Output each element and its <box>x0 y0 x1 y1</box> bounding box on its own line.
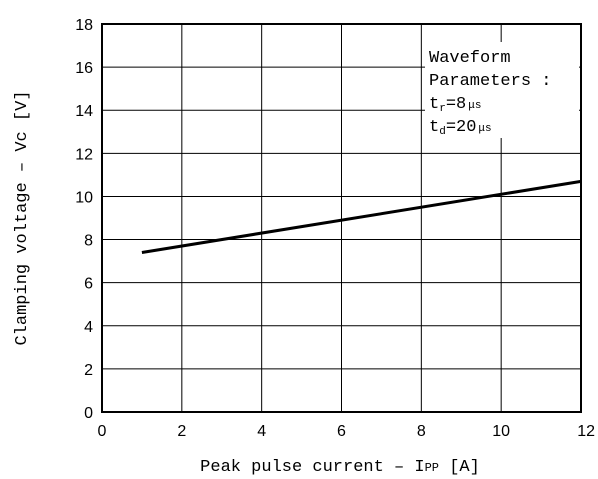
x-tick-label: 10 <box>492 423 510 440</box>
x-tick-label: 4 <box>257 423 266 440</box>
x-axis-label-unit: [A] <box>439 458 480 477</box>
td-prefix: t <box>429 118 439 137</box>
annotation: Waveform Parameters : tr=8 μs td=20 μs <box>425 42 579 138</box>
annotation-line2: Parameters : <box>429 72 551 91</box>
td-value: =20 <box>446 118 477 137</box>
y-tick-label: 14 <box>75 103 93 120</box>
annotation-line1: Waveform <box>429 49 511 68</box>
annotation-tr: tr=8 μs <box>429 95 481 115</box>
series-group <box>141 179 582 254</box>
y-tick-label: 10 <box>75 189 93 206</box>
annotation-td: td=20 μs <box>429 118 492 138</box>
y-tick-label: 8 <box>84 233 93 250</box>
x-axis-label: Peak pulse current – IPP [A] <box>200 458 480 477</box>
y-tick-label: 18 <box>75 17 93 34</box>
y-tick-label: 12 <box>75 146 93 163</box>
y-tick-label: 6 <box>84 276 93 293</box>
y-tick-label: 4 <box>84 319 93 336</box>
plot-frame <box>101 23 582 413</box>
tr-value: =8 <box>446 95 466 114</box>
x-tick-label: 2 <box>177 423 186 440</box>
y-tick-label: 16 <box>75 60 93 77</box>
x-tick-label: 12 <box>577 423 595 440</box>
y-tick-label: 0 <box>84 405 93 422</box>
td-sub: d <box>439 126 446 138</box>
x-tick-label: 6 <box>337 423 346 440</box>
annotation-background <box>425 42 579 138</box>
x-tick-labels: 0 2 4 6 8 10 12 <box>98 423 596 440</box>
x-axis-label-sub: PP <box>425 461 439 475</box>
y-axis-label: Clamping voltage – Vc [V] <box>13 90 32 345</box>
tr-prefix: t <box>429 95 439 114</box>
tr-unit: μs <box>468 100 481 112</box>
series-line <box>141 179 582 254</box>
y-tick-label: 2 <box>84 362 93 379</box>
x-tick-label: 0 <box>98 423 107 440</box>
y-tick-labels: 0 2 4 6 8 10 12 14 16 18 <box>75 17 93 422</box>
td-unit: μs <box>478 123 491 135</box>
tr-sub: r <box>439 103 446 115</box>
x-axis-label-text: Peak pulse current – I <box>200 458 424 477</box>
x-tick-label: 8 <box>417 423 426 440</box>
